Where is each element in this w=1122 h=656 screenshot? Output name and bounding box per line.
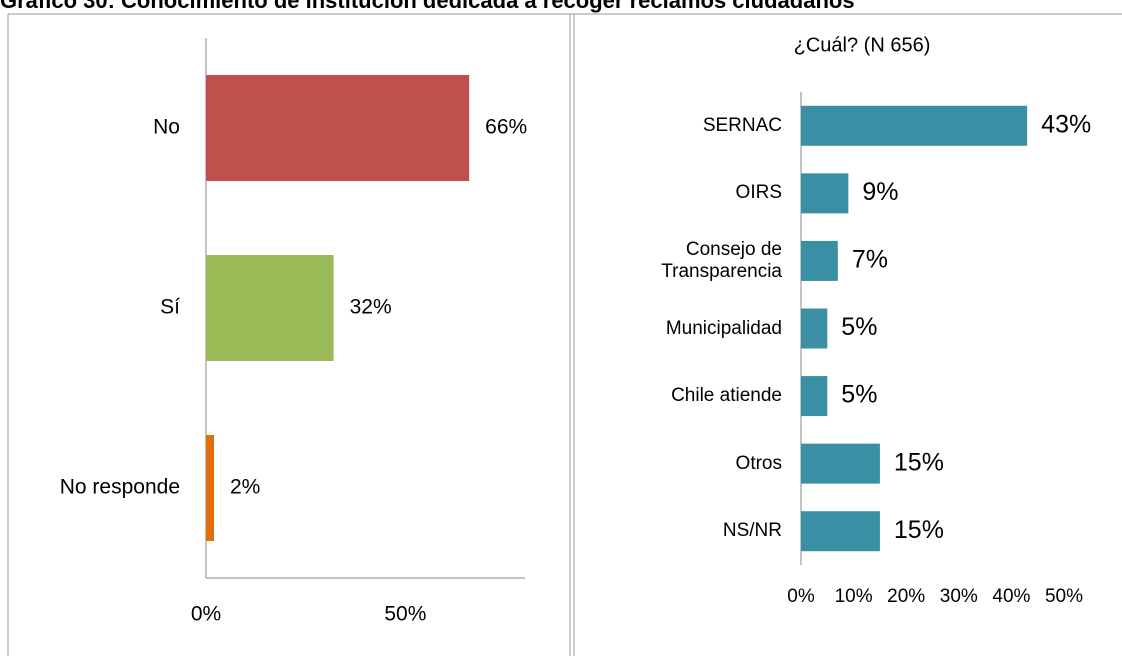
bar <box>801 308 828 349</box>
bar <box>801 511 880 552</box>
value-label: 2% <box>230 476 260 499</box>
y-tick-label: Chile atiende <box>612 366 782 426</box>
bar <box>801 173 849 214</box>
bar <box>801 376 828 417</box>
y-tick-text: Chile atiende <box>671 385 782 407</box>
y-tick-label-box: Chile atiende <box>612 366 782 426</box>
value-label: 43% <box>1041 110 1091 138</box>
y-tick-label: Sí <box>160 296 180 319</box>
y-tick-text: Consejo de Transparencia <box>661 238 782 282</box>
y-tick-label: Otros <box>612 434 782 494</box>
y-tick-label-box: Municipalidad <box>612 299 782 359</box>
y-tick-label: Consejo de Transparencia <box>612 231 782 291</box>
bar <box>801 240 838 281</box>
y-tick-label-box: NS/NR <box>612 501 782 561</box>
y-tick-label-box: Consejo de Transparencia <box>612 231 782 291</box>
value-label: 7% <box>852 246 888 274</box>
y-tick-label-box: Otros <box>612 434 782 494</box>
y-tick-text: SERNAC <box>702 114 782 136</box>
value-label: 15% <box>894 448 944 476</box>
y-tick-label: OIRS <box>612 163 782 223</box>
bar <box>206 435 214 541</box>
y-tick-text: Municipalidad <box>665 317 782 339</box>
title-bg <box>0 0 1122 14</box>
bar <box>206 255 334 361</box>
value-label: 5% <box>841 313 877 341</box>
value-label: 9% <box>862 178 898 206</box>
subchart-title: ¿Cuál? (N 656) <box>794 34 931 56</box>
y-tick-label: NS/NR <box>612 501 782 561</box>
y-tick-label: SERNAC <box>612 96 782 156</box>
bar <box>801 105 1028 146</box>
y-tick-label: Municipalidad <box>612 299 782 359</box>
y-tick-label-box: OIRS <box>612 163 782 223</box>
x-tick-label: 50% <box>1045 586 1083 607</box>
x-tick-label: 0% <box>191 603 221 626</box>
bar <box>206 75 470 181</box>
bar <box>801 443 880 484</box>
value-label: 15% <box>894 516 944 544</box>
x-tick-label: 30% <box>940 586 978 607</box>
x-tick-label: 0% <box>787 586 815 607</box>
value-label: 32% <box>350 296 392 319</box>
value-label: 66% <box>485 116 527 139</box>
x-tick-label: 40% <box>992 586 1030 607</box>
y-tick-text: NS/NR <box>722 520 782 542</box>
title: Gráfico 30: Conocimiento de institución … <box>0 0 855 13</box>
x-tick-label: 50% <box>384 603 426 626</box>
y-tick-text: Otros <box>735 452 782 474</box>
y-tick-label-box: SERNAC <box>612 96 782 156</box>
y-tick-label: No <box>153 116 180 139</box>
x-tick-label: 20% <box>887 586 925 607</box>
y-tick-text: OIRS <box>735 182 782 204</box>
value-label: 5% <box>841 381 877 409</box>
x-tick-label: 10% <box>835 586 873 607</box>
y-tick-label: No responde <box>60 476 180 499</box>
